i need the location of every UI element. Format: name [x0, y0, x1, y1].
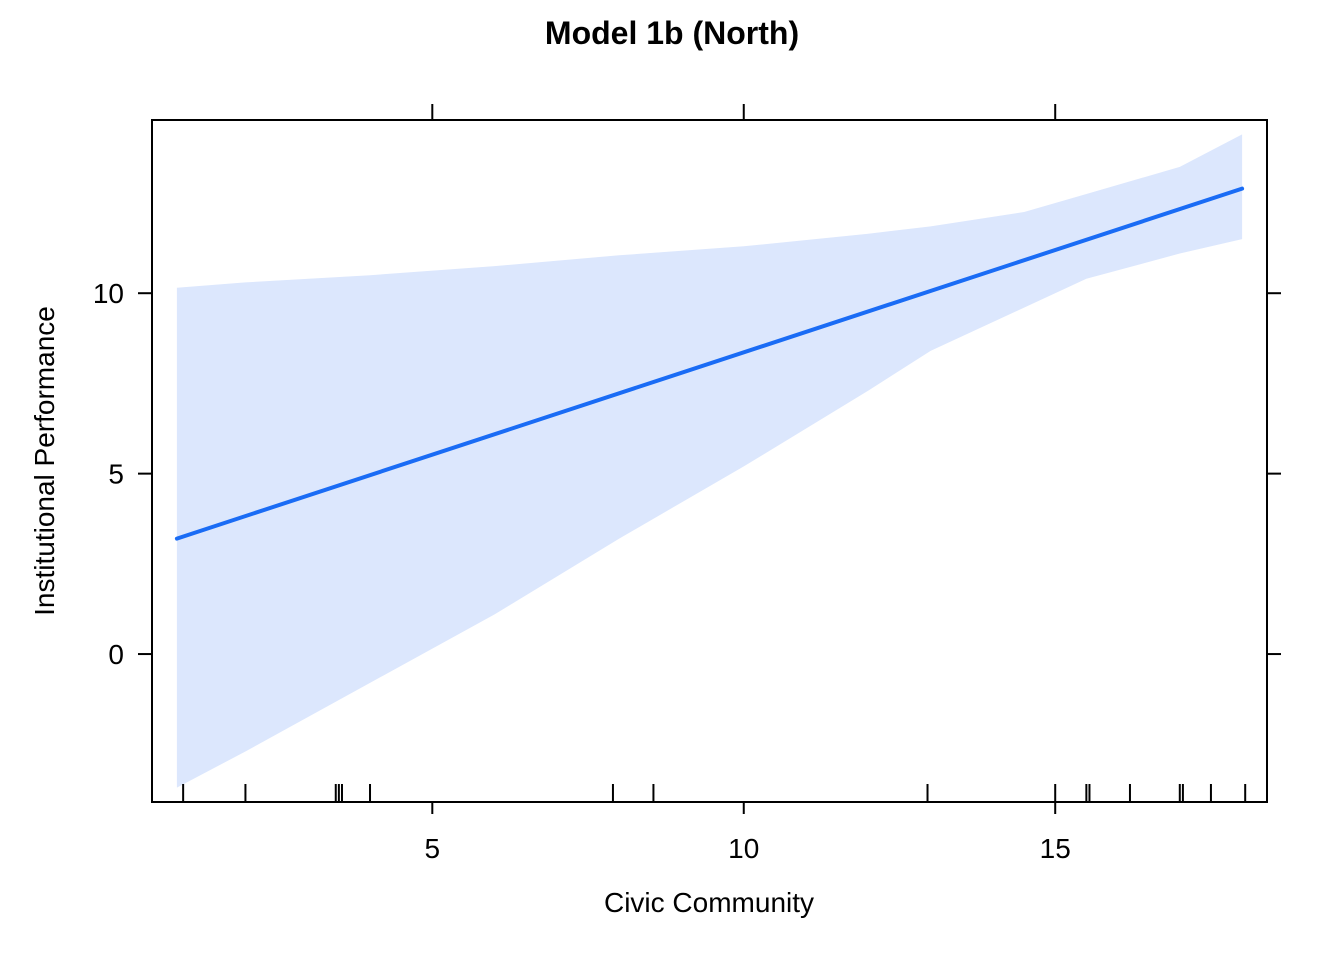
- x-tick-label: 15: [1040, 833, 1071, 864]
- fit-line-layer: [174, 186, 1245, 541]
- x-axis-label: Civic Community: [604, 887, 814, 918]
- plot-frame: [151, 119, 1268, 803]
- tick-layer: 5 10 15 0 5 10: [93, 104, 1281, 864]
- x-tick-label: 5: [425, 833, 441, 864]
- confidence-band-layer: [176, 134, 1243, 788]
- y-tick-label: 5: [108, 459, 124, 490]
- chart-title: Model 1b (North): [545, 15, 799, 51]
- x-tick-label: 10: [728, 833, 759, 864]
- confidence-band: [176, 134, 1243, 788]
- rug-layer: [182, 784, 1247, 802]
- y-tick-label: 10: [93, 278, 124, 309]
- y-axis-label: Institutional Performance: [29, 306, 60, 616]
- fit-line-0: [174, 186, 1245, 541]
- y-tick-label: 0: [108, 639, 124, 670]
